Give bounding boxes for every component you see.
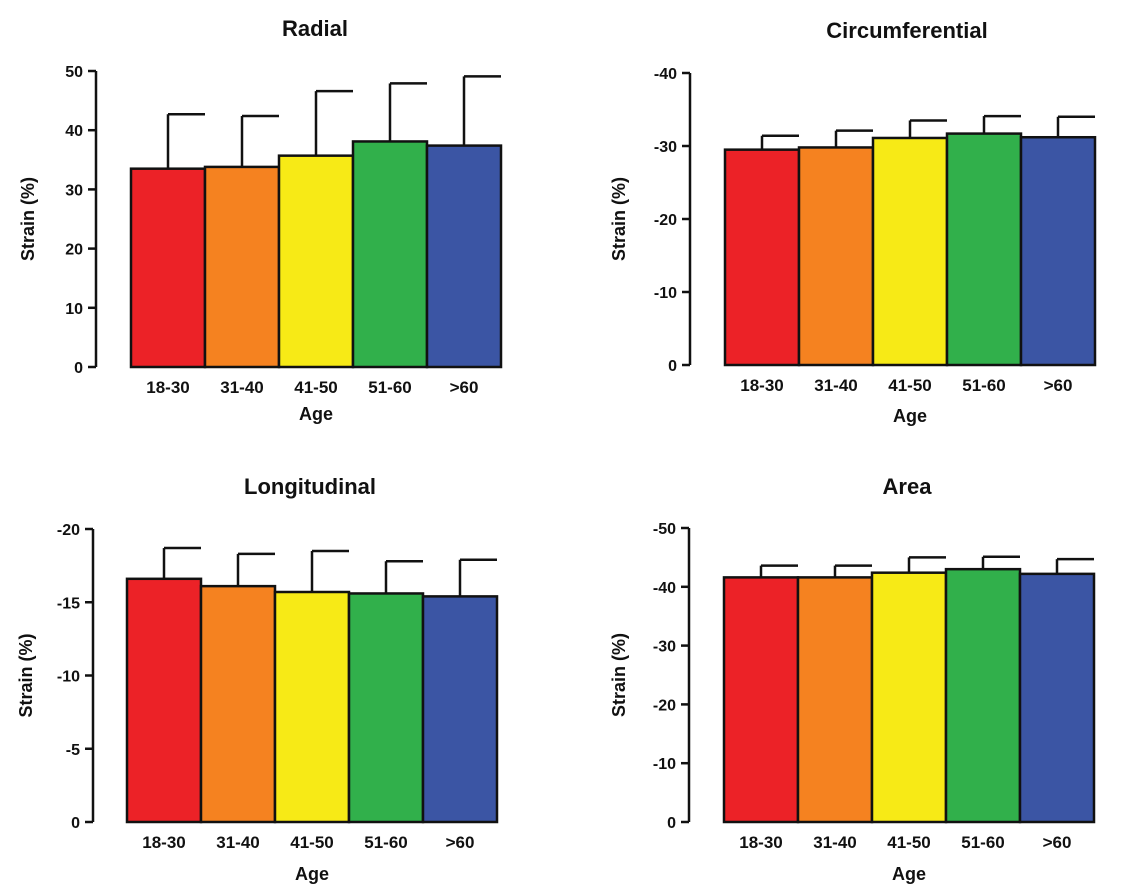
y-tick-label: -5 [66, 742, 80, 759]
x-axis-label: Age [295, 864, 329, 884]
x-tick-label: 31-40 [216, 833, 259, 852]
y-tick-label: -10 [654, 285, 677, 302]
chart-title: Area [883, 474, 933, 499]
x-tick-label: 18-30 [142, 833, 185, 852]
x-tick-label: 31-40 [813, 833, 856, 852]
y-axis-label: Strain (%) [16, 633, 36, 717]
x-tick-label: >60 [1044, 376, 1073, 395]
y-tick-label: -50 [653, 521, 676, 538]
y-tick-label: 10 [65, 301, 83, 318]
bar-18-30 [125, 577, 203, 824]
x-tick-label: 18-30 [739, 833, 782, 852]
chart-title: Radial [282, 16, 348, 41]
y-tick-label: 40 [65, 123, 83, 140]
bar-31-40 [203, 165, 281, 369]
y-tick-label: 20 [65, 242, 83, 259]
x-tick-label: 41-50 [294, 378, 337, 397]
x-tick-label: 51-60 [364, 833, 407, 852]
x-tick-label: 51-60 [368, 378, 411, 397]
y-tick-label: -30 [653, 639, 676, 656]
y-tick-label: -40 [654, 66, 677, 83]
bar-18-30 [722, 576, 800, 824]
x-axis-label: Age [892, 864, 926, 884]
bar-18-30 [129, 167, 207, 369]
y-tick-label: 0 [668, 358, 677, 375]
bar->60 [425, 144, 503, 369]
x-tick-label: 18-30 [740, 376, 783, 395]
y-tick-label: -40 [653, 580, 676, 597]
y-tick-label: -20 [57, 522, 80, 539]
bar-41-50 [870, 571, 948, 824]
x-tick-label: >60 [1043, 833, 1072, 852]
y-tick-label: 0 [667, 815, 676, 832]
x-tick-label: >60 [446, 833, 475, 852]
x-tick-label: >60 [450, 378, 479, 397]
bar-51-60 [351, 140, 429, 369]
x-axis-label: Age [893, 406, 927, 426]
x-tick-label: 41-50 [887, 833, 930, 852]
bar-41-50 [871, 136, 949, 367]
bar-31-40 [199, 584, 277, 824]
bar-18-30 [723, 148, 801, 367]
bar->60 [421, 595, 499, 824]
bar-41-50 [273, 590, 351, 824]
x-tick-label: 31-40 [220, 378, 263, 397]
bar-31-40 [797, 146, 875, 367]
chart-panel-longitudinal: Longitudinal 0 -5 -10 -15 -20 Strain (%) 18-30 3… [16, 474, 499, 884]
y-tick-label: -20 [654, 212, 677, 229]
x-tick-label: 31-40 [814, 376, 857, 395]
y-tick-label: 50 [65, 64, 83, 81]
y-tick-label: 0 [74, 360, 83, 377]
y-axis-label: Strain (%) [18, 177, 38, 261]
bar-51-60 [945, 132, 1023, 367]
bar->60 [1018, 572, 1096, 824]
chart-panel-circumferential: Circumferential 0 -10 -20 -30 -40 Strain (%) 18… [609, 18, 1097, 426]
x-axis-label: Age [299, 404, 333, 424]
bar-51-60 [347, 592, 425, 824]
y-tick-label: -10 [57, 669, 80, 686]
chart-panel-radial: Radial 0 10 20 30 40 50 Strain (%) 18-30 31-40 41-… [18, 16, 503, 424]
chart-panel-area: Area 0 -10 -20 -30 -40 -50 Strain (%) 18-30 31-40… [609, 474, 1096, 884]
y-tick-label: 30 [65, 182, 83, 199]
y-tick-label: -20 [653, 697, 676, 714]
y-tick-label: -30 [654, 139, 677, 156]
x-tick-label: 41-50 [290, 833, 333, 852]
y-tick-label: -15 [57, 595, 80, 612]
x-tick-label: 51-60 [962, 376, 1005, 395]
y-tick-label: 0 [71, 815, 80, 832]
bar-31-40 [796, 576, 874, 824]
bar-51-60 [944, 567, 1022, 824]
bar->60 [1019, 135, 1097, 367]
x-tick-label: 41-50 [888, 376, 931, 395]
bar-41-50 [277, 154, 355, 369]
y-tick-label: -10 [653, 756, 676, 773]
x-tick-label: 18-30 [146, 378, 189, 397]
y-axis-label: Strain (%) [609, 177, 629, 261]
chart-title: Longitudinal [244, 474, 376, 499]
chart-title: Circumferential [826, 18, 987, 43]
x-tick-label: 51-60 [961, 833, 1004, 852]
y-axis-label: Strain (%) [609, 633, 629, 717]
